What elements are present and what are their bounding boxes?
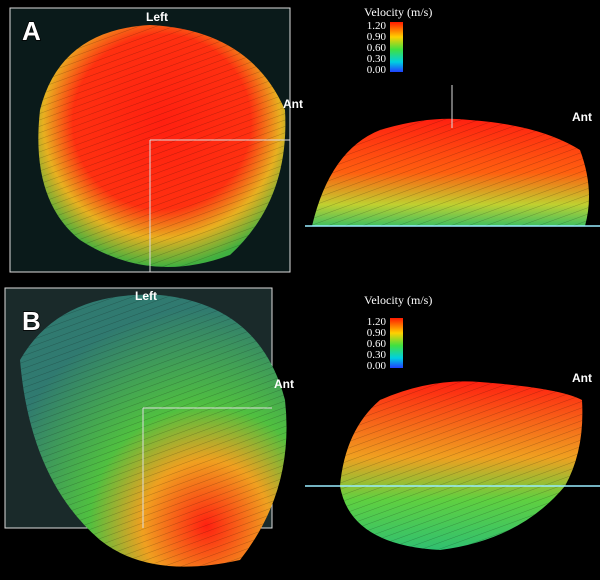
colorbar-tick-label: 0.00 bbox=[367, 64, 387, 76]
legend-title: Velocity (m/s) bbox=[364, 5, 432, 19]
orientation-label: Ant bbox=[572, 110, 592, 124]
panel-a-top: A Left Ant bbox=[9, 7, 303, 273]
colorbar-tick-label: 0.90 bbox=[367, 327, 387, 339]
panel-b-side: Velocity (m/s) 1.200.900.600.300.00 Ant bbox=[305, 293, 600, 550]
colorbar-tick-label: 0.60 bbox=[367, 338, 387, 350]
panel-label: B bbox=[22, 306, 41, 336]
colorbar-tick-label: 1.20 bbox=[367, 20, 387, 32]
colorbar-tick-label: 1.20 bbox=[367, 316, 387, 328]
panel-label: A bbox=[22, 16, 41, 46]
orientation-label: Left bbox=[135, 289, 157, 303]
orientation-label: Left bbox=[146, 10, 168, 24]
orientation-label: Ant bbox=[572, 371, 592, 385]
colorbar-tick-label: 0.30 bbox=[367, 349, 387, 361]
colorbar-tick-label: 0.30 bbox=[367, 53, 387, 65]
colorbar-tick-label: 0.60 bbox=[367, 42, 387, 54]
panel-b-top: B Left Ant bbox=[4, 287, 294, 567]
panel-a-side: Velocity (m/s) 1.200.900.600.300.00 Ant bbox=[305, 5, 600, 227]
orientation-label: Ant bbox=[274, 377, 294, 391]
legend-title: Velocity (m/s) bbox=[364, 293, 432, 307]
colorbar bbox=[390, 318, 403, 368]
orientation-label: Ant bbox=[283, 97, 303, 111]
colorbar-tick-label: 0.90 bbox=[367, 31, 387, 43]
colorbar bbox=[390, 22, 403, 72]
colorbar-tick-label: 0.00 bbox=[367, 360, 387, 372]
